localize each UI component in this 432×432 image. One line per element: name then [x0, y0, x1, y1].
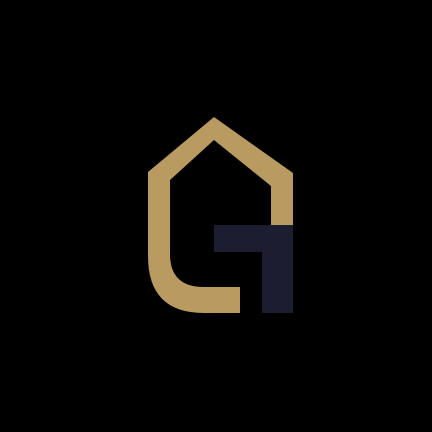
navy-corner-shape [214, 225, 293, 313]
gold-house-outline-shape [148, 117, 293, 313]
